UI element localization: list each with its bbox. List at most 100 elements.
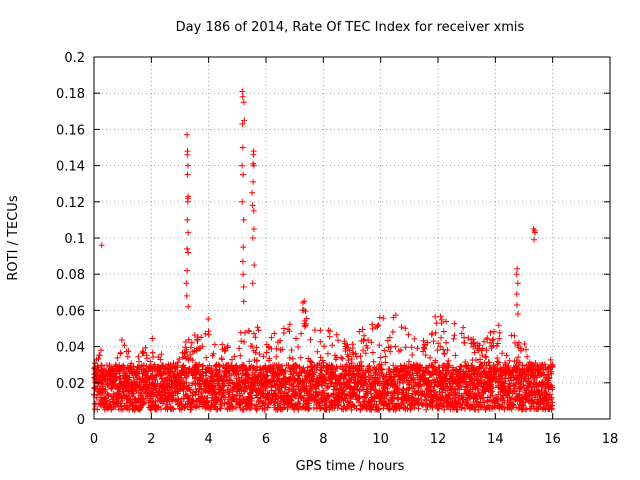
data-point — [391, 390, 398, 397]
data-point — [228, 372, 234, 379]
data-point — [263, 349, 270, 356]
data-point — [260, 353, 267, 360]
data-point — [98, 242, 105, 249]
data-point — [317, 327, 324, 334]
data-point — [400, 380, 407, 386]
data-point — [149, 335, 156, 342]
y-tick-label: 0.16 — [56, 123, 85, 138]
data-point — [383, 392, 390, 399]
data-point — [279, 346, 286, 353]
data-point — [386, 405, 393, 412]
data-point — [240, 298, 247, 305]
x-tick-label: 16 — [544, 432, 561, 447]
data-point — [254, 324, 261, 331]
data-point — [187, 344, 194, 351]
data-point — [240, 271, 247, 278]
data-point — [140, 349, 147, 356]
data-point — [356, 395, 363, 402]
data-point — [390, 362, 397, 369]
data-point — [158, 406, 164, 413]
data-point — [204, 399, 211, 406]
data-point — [450, 335, 457, 342]
data-point — [236, 345, 243, 352]
x-tick-label: 18 — [602, 432, 619, 447]
data-point — [408, 344, 415, 351]
data-point — [324, 369, 331, 376]
data-point — [324, 393, 331, 400]
data-point — [389, 328, 396, 335]
data-point — [423, 406, 430, 413]
data-point — [298, 387, 304, 394]
data-point — [174, 362, 181, 369]
data-point — [283, 381, 289, 388]
data-point — [189, 398, 196, 405]
y-axis-label: ROTI / TECUs — [6, 195, 21, 280]
data-point — [254, 394, 261, 401]
data-point — [295, 344, 302, 350]
data-point — [117, 349, 124, 356]
data-point — [515, 354, 522, 361]
y-tick-label: 0.14 — [56, 160, 85, 175]
data-point — [246, 406, 253, 413]
data-point — [298, 330, 305, 337]
data-point — [301, 392, 308, 399]
data-point — [379, 366, 386, 373]
data-point — [321, 343, 328, 350]
data-point — [277, 337, 284, 344]
data-point — [333, 331, 340, 338]
data-point — [170, 406, 177, 413]
data-point — [221, 389, 227, 396]
data-point — [358, 363, 365, 370]
data-point — [300, 365, 307, 371]
data-point — [361, 332, 368, 339]
data-point — [144, 355, 150, 362]
data-point — [369, 349, 376, 356]
data-point — [443, 339, 449, 346]
data-point — [184, 131, 191, 138]
data-point — [240, 171, 247, 178]
data-point — [253, 344, 260, 351]
data-point — [239, 258, 246, 265]
data-point — [303, 385, 310, 392]
data-point — [384, 388, 391, 395]
data-point — [307, 336, 314, 343]
data-point — [451, 332, 458, 339]
data-point — [195, 345, 202, 352]
y-tick-label: 0.06 — [56, 304, 85, 319]
x-tick-label: 2 — [147, 432, 155, 447]
data-point — [411, 335, 418, 342]
y-tick-label: 0 — [77, 413, 85, 428]
data-point — [216, 363, 223, 370]
data-point — [513, 291, 520, 298]
data-point — [363, 381, 370, 388]
data-point — [263, 382, 270, 389]
data-point — [310, 404, 317, 411]
data-point — [256, 351, 263, 357]
data-point — [376, 342, 383, 349]
data-point — [100, 383, 107, 390]
data-point — [460, 324, 467, 331]
data-point — [239, 88, 246, 95]
data-point — [368, 372, 375, 379]
data-point — [183, 292, 190, 299]
data-point — [275, 375, 282, 382]
data-point — [183, 280, 190, 287]
data-point — [288, 347, 295, 353]
data-point — [184, 245, 191, 252]
data-point — [203, 354, 210, 361]
data-point — [184, 162, 191, 169]
data-point — [95, 355, 102, 362]
data-point — [392, 343, 399, 350]
data-point — [219, 356, 225, 363]
data-point — [317, 338, 324, 345]
data-point — [289, 355, 296, 362]
data-point — [398, 324, 405, 331]
data-point — [348, 360, 355, 366]
data-point — [438, 334, 445, 341]
data-point — [437, 313, 444, 320]
data-point — [524, 353, 531, 360]
data-point — [405, 358, 412, 365]
data-point — [414, 345, 421, 352]
data-point — [140, 362, 147, 369]
data-point — [250, 151, 257, 158]
